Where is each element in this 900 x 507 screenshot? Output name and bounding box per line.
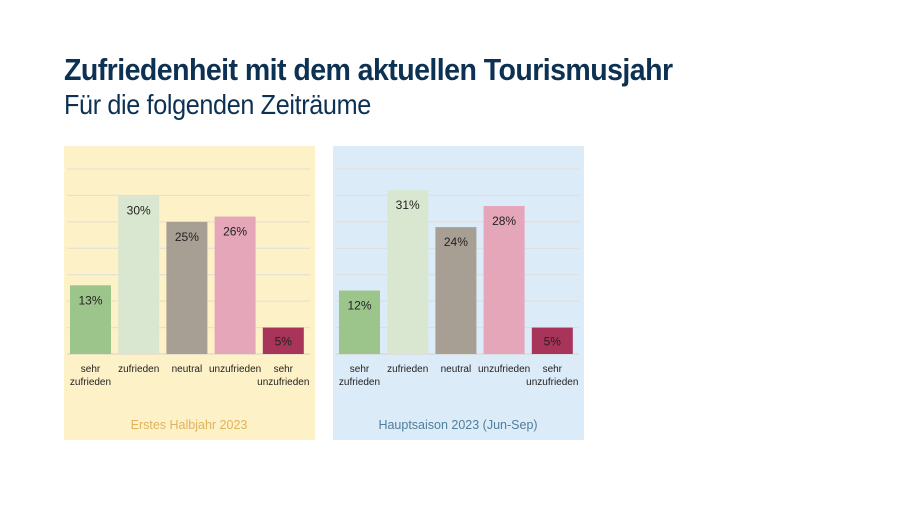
category-label: zufrieden <box>70 377 111 388</box>
data-label: 13% <box>78 293 102 307</box>
category-label: zufrieden <box>118 364 159 375</box>
data-label: 5% <box>544 335 562 349</box>
data-label: 25% <box>175 230 199 244</box>
data-label: 28% <box>492 214 516 228</box>
page-subtitle: Für die folgenden Zeiträume <box>64 89 371 120</box>
data-label: 26% <box>223 225 247 239</box>
bar-sehr-unzufrieden <box>531 327 573 354</box>
data-label: 31% <box>396 198 420 212</box>
data-label: 5% <box>275 335 293 349</box>
bar-neutral <box>435 227 477 354</box>
bar-zufrieden <box>387 190 429 354</box>
bar-neutral <box>166 221 208 354</box>
category-label: zufrieden <box>387 364 428 375</box>
chart-caption: Hauptsaison 2023 (Jun-Sep) <box>378 418 537 432</box>
chart-caption: Erstes Halbjahr 2023 <box>131 418 248 432</box>
category-label: sehr <box>350 364 370 375</box>
category-label: sehr <box>543 364 563 375</box>
category-label: unzufrieden <box>209 364 261 375</box>
data-label: 12% <box>347 299 371 313</box>
category-label: unzufrieden <box>526 377 578 388</box>
bar-sehr-zufrieden <box>70 285 111 354</box>
category-label: neutral <box>441 364 472 375</box>
data-label: 24% <box>444 235 468 249</box>
chart-panel-first-half: 13% sehr zufrieden 30% zufrieden 25% neutral 26… <box>64 146 315 440</box>
category-label: sehr <box>274 364 294 375</box>
category-label: sehr <box>81 364 101 375</box>
data-label: 30% <box>127 203 151 217</box>
bar-unzufrieden <box>483 206 525 354</box>
category-label: unzufrieden <box>257 377 309 388</box>
chart-panel-main-season: 12% sehr zufrieden 31% zufrieden 24% neutral 28… <box>333 146 584 440</box>
page-title: Zufriedenheit mit dem aktuellen Tourismu… <box>64 52 673 87</box>
category-label: unzufrieden <box>478 364 530 375</box>
bar-sehr-zufrieden <box>339 290 380 354</box>
category-label: zufrieden <box>339 377 380 388</box>
bar-sehr-unzufrieden <box>262 327 304 354</box>
category-label: neutral <box>172 364 203 375</box>
bar-unzufrieden <box>214 216 256 354</box>
bar-zufrieden <box>118 195 160 354</box>
